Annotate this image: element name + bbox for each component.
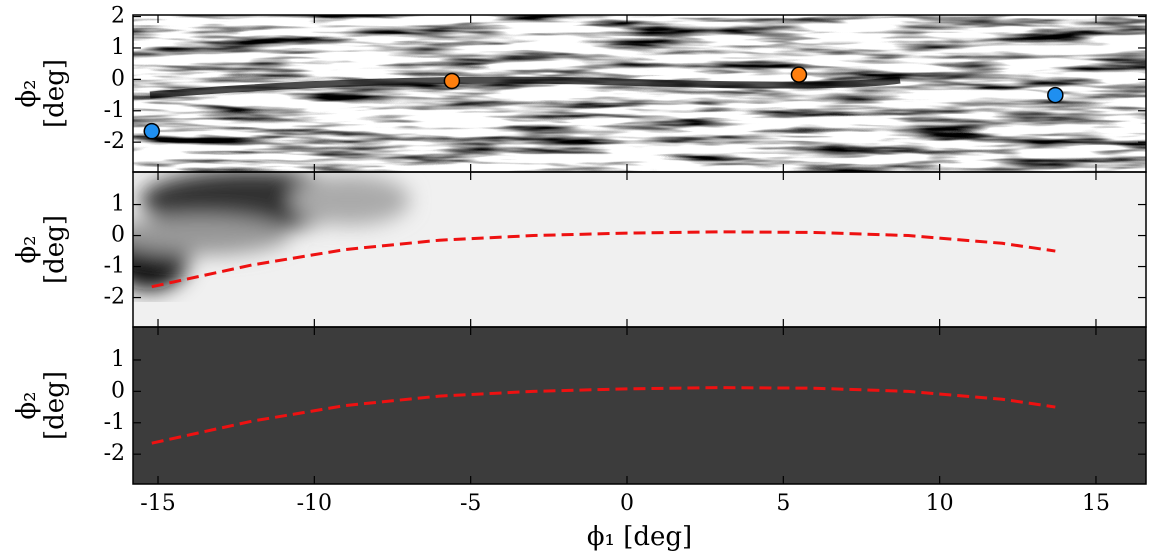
y-axis-label: [deg] <box>40 59 70 128</box>
y-tick-label: 1 <box>111 347 125 372</box>
y-tick-label: -2 <box>104 441 125 466</box>
x-tick-label: 10 <box>926 491 954 516</box>
x-tick-label: -10 <box>297 491 332 516</box>
point <box>143 122 161 140</box>
y-tick-label: -1 <box>104 410 125 435</box>
density-image <box>133 327 1146 484</box>
x-tick-label: -5 <box>460 491 481 516</box>
y-axis-label: ϕ₂ <box>12 235 42 263</box>
x-tick-label: 0 <box>620 491 634 516</box>
y-tick-label: -1 <box>104 98 125 123</box>
y-tick-label: -2 <box>104 285 125 310</box>
y-tick-label: 1 <box>111 192 125 217</box>
y-axis-label: [deg] <box>40 371 70 440</box>
y-tick-label: 0 <box>111 66 125 91</box>
y-tick-label: -1 <box>104 254 125 279</box>
point <box>790 66 808 83</box>
density-image <box>133 172 1146 327</box>
y-axis-label: [deg] <box>40 215 70 284</box>
y-tick-label: 1 <box>111 35 125 60</box>
density-image <box>133 15 1146 172</box>
x-tick-label: 15 <box>1082 491 1110 516</box>
panel-frame <box>132 326 1147 485</box>
stream-track <box>151 386 1056 445</box>
stream-track <box>151 230 1056 289</box>
x-tick-label: 5 <box>776 491 790 516</box>
point <box>443 72 461 90</box>
y-tick-label: 0 <box>111 223 125 248</box>
y-tick-label: 0 <box>111 378 125 403</box>
y-axis-label: ϕ₂ <box>12 79 42 107</box>
y-axis-label: ϕ₂ <box>12 391 42 419</box>
x-axis-label: ϕ₁ [deg] <box>587 522 692 552</box>
y-tick-label: 2 <box>111 4 125 29</box>
point <box>1047 86 1064 104</box>
x-tick-label: -15 <box>140 491 175 516</box>
y-tick-label: -2 <box>104 129 125 154</box>
